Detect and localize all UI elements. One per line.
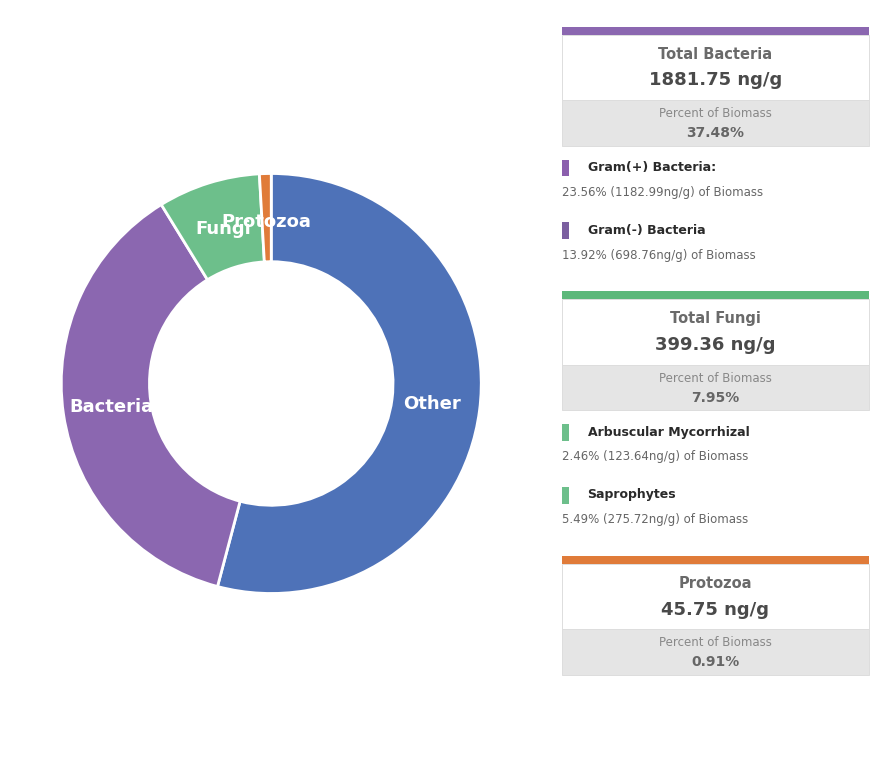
Bar <box>562 364 869 410</box>
Bar <box>562 160 569 176</box>
Text: 0.91%: 0.91% <box>691 655 739 669</box>
Text: Total Fungi: Total Fungi <box>670 311 760 326</box>
Text: Protozoa: Protozoa <box>679 576 752 591</box>
Text: Bacteria: Bacteria <box>69 398 153 416</box>
Bar <box>562 629 869 675</box>
Wedge shape <box>61 205 240 587</box>
Wedge shape <box>161 174 264 280</box>
Text: Percent of Biomass: Percent of Biomass <box>659 107 772 120</box>
Text: 399.36 ng/g: 399.36 ng/g <box>655 336 775 354</box>
Text: 2.46% (123.64ng/g) of Biomass: 2.46% (123.64ng/g) of Biomass <box>562 450 748 463</box>
Text: Protozoa: Protozoa <box>221 213 312 231</box>
Bar <box>562 299 869 364</box>
Text: 23.56% (1182.99ng/g) of Biomass: 23.56% (1182.99ng/g) of Biomass <box>562 186 763 199</box>
Text: Gram(+) Bacteria:: Gram(+) Bacteria: <box>588 161 716 174</box>
Bar <box>562 487 569 504</box>
Text: Total Bacteria: Total Bacteria <box>658 47 773 61</box>
Bar <box>562 100 869 146</box>
Bar <box>562 222 569 239</box>
Text: Arbuscular Mycorrhizal: Arbuscular Mycorrhizal <box>588 426 749 439</box>
Text: Fungi: Fungi <box>195 220 251 239</box>
Bar <box>562 35 869 100</box>
Bar <box>562 564 869 629</box>
Text: Percent of Biomass: Percent of Biomass <box>659 372 772 385</box>
Text: Percent of Biomass: Percent of Biomass <box>659 637 772 650</box>
Text: 37.48%: 37.48% <box>686 126 745 140</box>
Text: Saprophytes: Saprophytes <box>588 489 676 502</box>
Wedge shape <box>218 173 481 594</box>
Text: Other: Other <box>402 395 460 413</box>
Text: Gram(-) Bacteria: Gram(-) Bacteria <box>588 224 705 237</box>
Bar <box>562 27 869 35</box>
Bar <box>562 556 869 564</box>
Text: 45.75 ng/g: 45.75 ng/g <box>662 601 769 618</box>
Wedge shape <box>259 173 271 262</box>
Text: 5.49% (275.72ng/g) of Biomass: 5.49% (275.72ng/g) of Biomass <box>562 513 748 526</box>
Text: 1881.75 ng/g: 1881.75 ng/g <box>648 71 782 89</box>
Text: 7.95%: 7.95% <box>691 390 739 404</box>
Text: 13.92% (698.76ng/g) of Biomass: 13.92% (698.76ng/g) of Biomass <box>562 249 756 262</box>
Bar <box>562 424 569 441</box>
Bar <box>562 291 869 299</box>
